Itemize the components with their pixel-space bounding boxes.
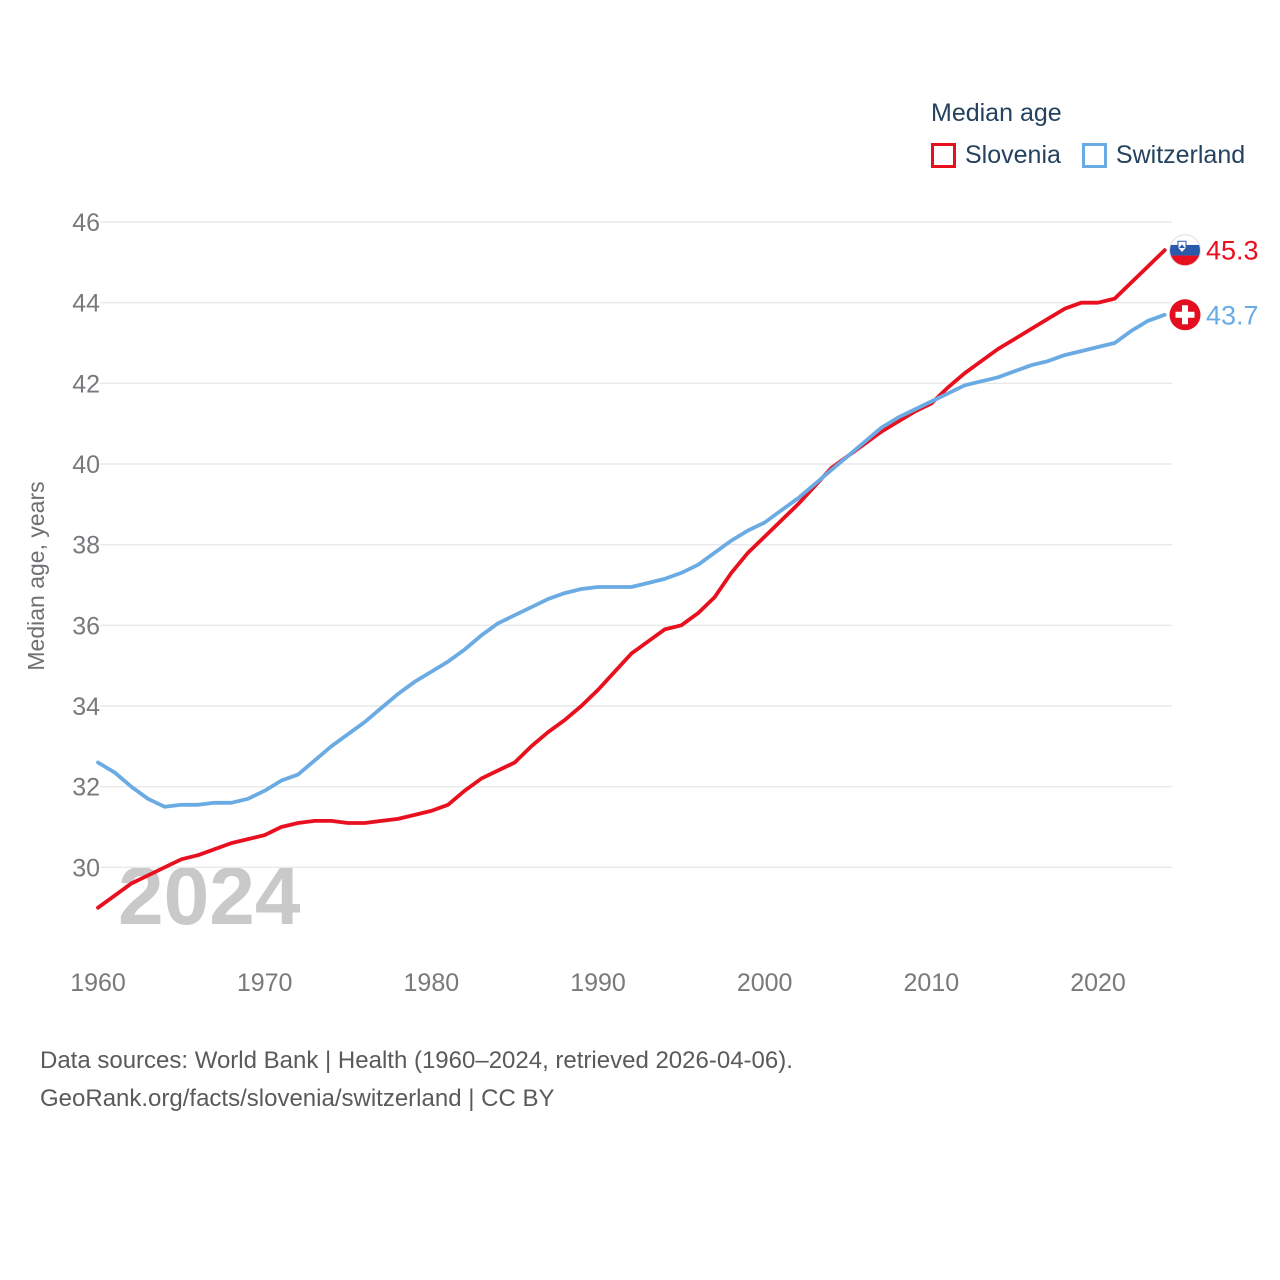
y-tick-label: 42 xyxy=(72,370,100,398)
y-tick-label: 30 xyxy=(72,854,100,882)
slovenia-flag-icon xyxy=(1169,234,1201,267)
attribution-line: GeoRank.org/facts/slovenia/switzerland |… xyxy=(40,1085,555,1112)
end-value-switzerland: 43.7 xyxy=(1206,300,1259,330)
y-tick-label: 38 xyxy=(72,532,100,560)
watermark-year: 2024 xyxy=(118,851,301,942)
x-tick-label: 2020 xyxy=(1070,969,1126,997)
y-tick-label: 32 xyxy=(72,774,100,802)
y-tick-label: 40 xyxy=(72,451,100,479)
y-axis-title: Median age, years xyxy=(23,481,49,670)
x-tick-label: 1970 xyxy=(237,969,293,997)
legend-label-switzerland: Switzerland xyxy=(1115,141,1246,169)
slovenia-color-swatch xyxy=(931,143,956,168)
y-tick-label: 36 xyxy=(72,612,100,640)
switzerland-flag-icon xyxy=(1169,299,1201,331)
y-axis-labels: 46 44 42 40 38 36 34 32 30 xyxy=(72,209,100,882)
x-tick-label: 2000 xyxy=(737,969,793,997)
legend-item-switzerland[interactable]: Switzerland xyxy=(1081,141,1246,170)
x-tick-label: 1960 xyxy=(70,969,126,997)
x-tick-label: 2010 xyxy=(904,969,960,997)
gridlines xyxy=(100,221,1172,869)
end-value-slovenia: 45.3 xyxy=(1206,236,1259,266)
chart-legend: Median age Slovenia Switzerland xyxy=(931,99,1245,170)
x-axis-labels: 1960 1970 1980 1990 2000 2010 2020 xyxy=(70,969,1126,997)
data-sources-line: Data sources: World Bank | Health (1960–… xyxy=(40,1047,793,1074)
switzerland-color-swatch xyxy=(1081,143,1107,168)
legend-items: Slovenia Switzerland xyxy=(931,141,1245,170)
series-end-labels: 45.3 43.7 xyxy=(1169,234,1259,331)
legend-item-slovenia[interactable]: Slovenia xyxy=(931,141,1061,170)
x-tick-label: 1980 xyxy=(404,969,460,997)
median-age-chart: 2024 46 44 42 40 38 36 34 32 30 1960 1970 1980 1990… xyxy=(23,209,1259,997)
legend-label-slovenia: Slovenia xyxy=(965,141,1061,169)
y-tick-label: 46 xyxy=(72,209,100,237)
series-lines xyxy=(96,248,1167,910)
legend-title: Median age xyxy=(931,99,1062,127)
y-tick-label: 44 xyxy=(72,290,100,318)
x-tick-label: 1990 xyxy=(570,969,626,997)
series-line-switzerland[interactable] xyxy=(96,312,1167,809)
y-tick-label: 34 xyxy=(72,693,100,721)
footer: Data sources: World Bank | Health (1960–… xyxy=(40,1042,793,1118)
series-line-slovenia[interactable] xyxy=(96,248,1167,910)
